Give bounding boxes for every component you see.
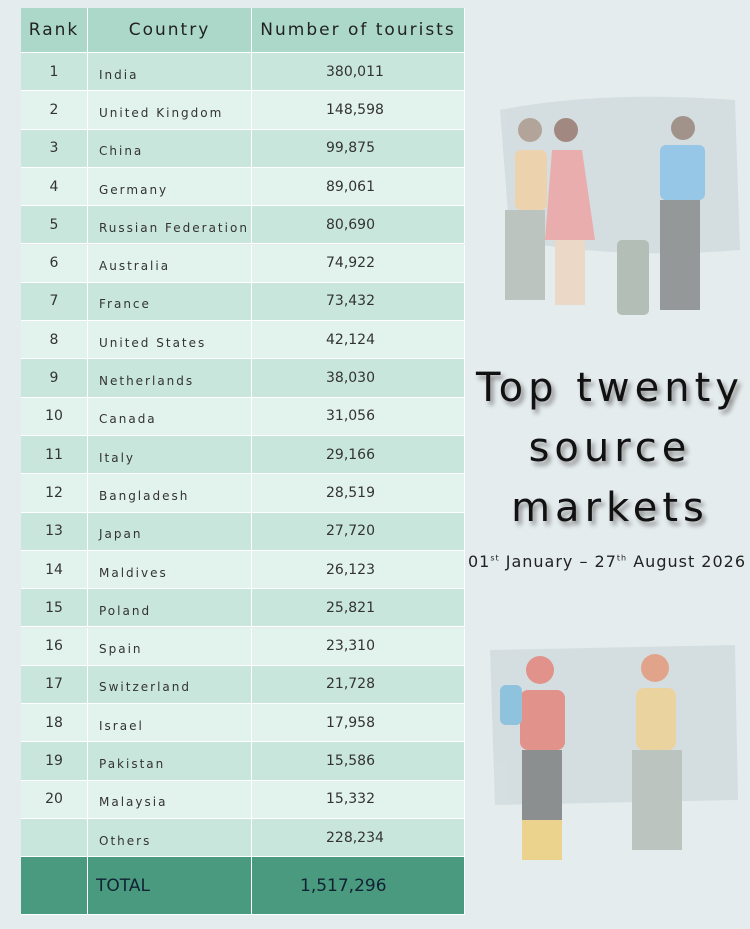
tourists-cell: 80,690 — [252, 206, 465, 245]
country-cell: Canada — [88, 397, 252, 436]
country-cell: Bangladesh — [88, 474, 252, 513]
rank-cell: 14 — [21, 550, 88, 590]
period: 01st January – 27th August 2026 — [462, 552, 750, 571]
total-label: TOTAL — [88, 857, 252, 915]
rank-cell: 12 — [21, 474, 88, 513]
country-cell: Italy — [88, 436, 252, 475]
tourists-cell: 380,011 — [252, 53, 465, 92]
header-cell: Country — [88, 8, 252, 53]
country-cell: Netherlands — [88, 359, 252, 398]
tourists-cell: 31,056 — [252, 397, 465, 436]
rank-cell: 11 — [21, 436, 88, 475]
country-cell: United Kingdom — [88, 91, 252, 130]
travellers-top — [500, 96, 740, 315]
rank-cell: 18 — [21, 704, 88, 743]
country-cell: Poland — [88, 589, 252, 628]
period-part: st — [490, 553, 500, 563]
country-cell: Israel — [88, 704, 252, 743]
travellers-bottom — [490, 645, 738, 860]
tourists-cell: 228,234 — [252, 819, 465, 858]
rank-cell: 7 — [21, 282, 88, 322]
country-cell: Maldives — [88, 550, 252, 590]
rank-cell: 8 — [21, 321, 88, 360]
period-part: January – 27 — [499, 552, 617, 571]
tourists-cell: 74,922 — [252, 244, 465, 283]
tourists-cell: 27,720 — [252, 512, 465, 551]
country-cell: India — [88, 53, 252, 92]
rank-cell: 9 — [21, 359, 88, 398]
period-part: 01 — [467, 552, 491, 571]
country-cell: Japan — [88, 512, 252, 551]
country-cell: United States — [88, 321, 252, 360]
country-cell: France — [88, 282, 252, 322]
rank-cell: 3 — [21, 129, 88, 168]
tourists-cell: 38,030 — [252, 359, 465, 398]
title-line: Top twenty — [476, 365, 744, 411]
rank-cell: 16 — [21, 627, 88, 666]
rank-cell: 4 — [21, 167, 88, 207]
rank-cell — [21, 819, 88, 858]
tourists-cell: 89,061 — [252, 167, 465, 207]
rank-cell: 6 — [21, 244, 88, 283]
country-cell: Spain — [88, 627, 252, 666]
country-cell: Germany — [88, 167, 252, 207]
rank-cell: 17 — [21, 665, 88, 705]
country-cell: Others — [88, 819, 252, 858]
rank-cell: 13 — [21, 512, 88, 551]
tourists-cell: 23,310 — [252, 627, 465, 666]
title-line: source — [528, 425, 692, 471]
tourists-cell: 21,728 — [252, 665, 465, 705]
total-value: 1,517,296 — [252, 857, 465, 915]
header-cell: Number of tourists — [252, 8, 465, 53]
country-cell: China — [88, 129, 252, 168]
rank-cell: 19 — [21, 742, 88, 781]
country-cell: Pakistan — [88, 742, 252, 781]
tourists-cell: 148,598 — [252, 91, 465, 130]
tourists-cell: 15,586 — [252, 742, 465, 781]
tourists-cell: 17,958 — [252, 704, 465, 743]
tourists-cell: 15,332 — [252, 780, 465, 819]
rank-cell: 20 — [21, 780, 88, 819]
rank-cell: 5 — [21, 206, 88, 245]
period-part: August 2026 — [627, 552, 747, 571]
tourists-cell: 29,166 — [252, 436, 465, 475]
tourists-cell: 99,875 — [252, 129, 465, 168]
tourists-cell: 42,124 — [252, 321, 465, 360]
rank-cell: 15 — [21, 589, 88, 628]
total-rank-cell — [21, 857, 88, 915]
rank-cell: 2 — [21, 91, 88, 130]
period-part: th — [616, 553, 628, 563]
tourists-cell: 73,432 — [252, 282, 465, 322]
country-cell: Russian Federation — [88, 206, 252, 245]
rank-cell: 10 — [21, 397, 88, 436]
country-cell: Switzerland — [88, 665, 252, 705]
title-line: markets — [511, 485, 709, 531]
tourists-cell: 25,821 — [252, 589, 465, 628]
header-cell: Rank — [21, 8, 88, 53]
rank-cell: 1 — [21, 53, 88, 92]
tourists-cell: 26,123 — [252, 550, 465, 590]
country-cell: Australia — [88, 244, 252, 283]
tourists-cell: 28,519 — [252, 474, 465, 513]
country-cell: Malaysia — [88, 780, 252, 819]
